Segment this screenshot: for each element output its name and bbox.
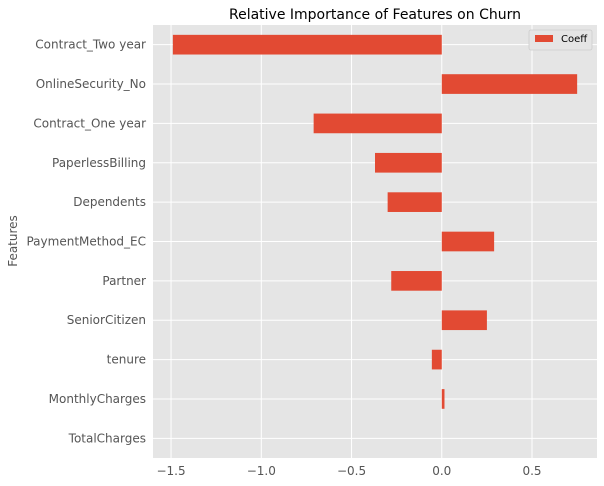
y-tick-label: Contract_One year: [33, 116, 146, 130]
bar: [375, 152, 442, 173]
bar: [387, 192, 442, 212]
y-tick-label: Contract_Two year: [35, 38, 146, 52]
y-tick-label: tenure: [107, 353, 146, 367]
bar: [441, 74, 578, 94]
y-tick-label: Dependents: [73, 195, 146, 209]
y-tick-label: OnlineSecurity_No: [36, 77, 146, 91]
bar: [431, 349, 442, 370]
x-tick-labels: −1.5 −1.0 −0.5 0.0 0.5: [156, 464, 541, 478]
x-tick-label: 0.0: [432, 464, 451, 478]
y-tick-label: TotalCharges: [68, 431, 146, 445]
legend-swatch: [535, 35, 553, 42]
x-tick-label: 0.5: [522, 464, 541, 478]
y-tick-label: PaperlessBilling: [52, 156, 146, 170]
bar: [313, 113, 442, 134]
legend-label-coeff: Coeff: [561, 34, 588, 45]
bar: [172, 34, 442, 55]
y-tick-labels: Contract_Two year OnlineSecurity_No Contra…: [26, 38, 146, 446]
bar: [441, 231, 495, 252]
x-tick-label: −1.0: [247, 464, 276, 478]
grid-horizontal: [153, 44, 597, 439]
bar: [441, 389, 445, 409]
y-tick-label: PaymentMethod_EC: [26, 235, 146, 249]
legend: Coeff: [528, 29, 593, 51]
y-tick-label: Partner: [102, 274, 146, 288]
chart-title: Relative Importance of Features on Churn: [229, 7, 521, 23]
bar: [391, 271, 442, 291]
bar-series-coeff: [172, 34, 578, 409]
x-tick-label: −1.5: [156, 464, 185, 478]
y-tick-label: MonthlyCharges: [49, 392, 146, 406]
x-tick-label: −0.5: [337, 464, 366, 478]
y-tick-label: SeniorCitizen: [67, 313, 146, 327]
bar: [441, 310, 487, 331]
y-axis-label: Features: [6, 215, 20, 267]
